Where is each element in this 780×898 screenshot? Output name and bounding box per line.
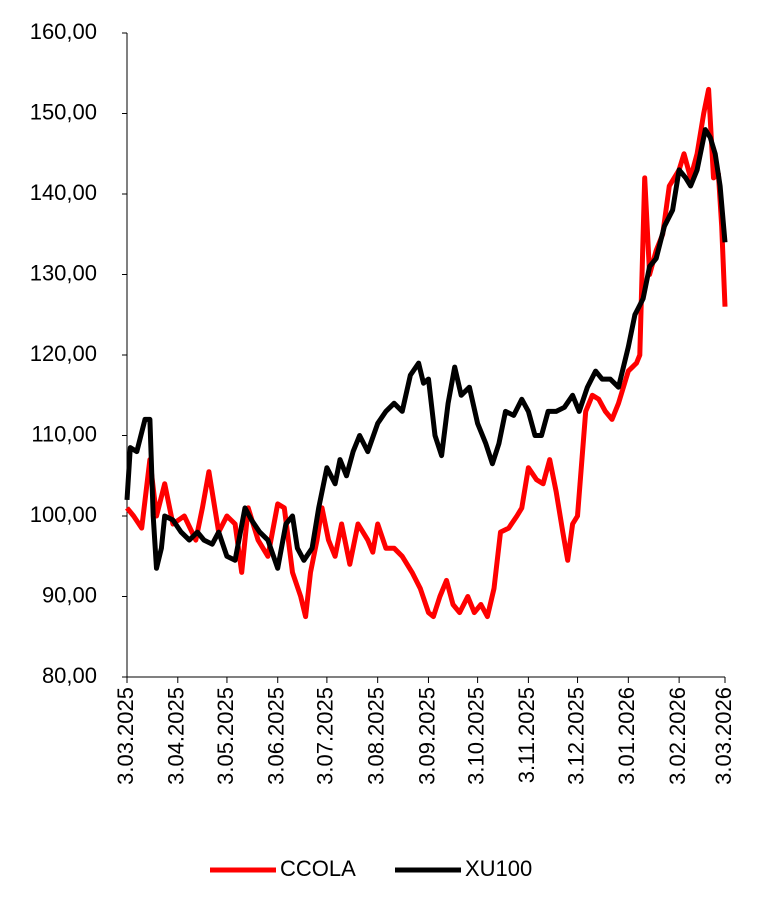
y-tick-label: 110,00 <box>31 421 97 446</box>
series-line <box>124 127 728 571</box>
x-tick-label: 3.04.2025 <box>164 687 189 785</box>
y-tick-label: 120,00 <box>30 341 97 366</box>
y-tick-label: 80,00 <box>42 663 97 688</box>
y-tick-label: 100,00 <box>30 502 97 527</box>
x-tick-label: 3.06.2025 <box>264 687 289 785</box>
x-tick-label: 3.08.2025 <box>363 687 388 785</box>
x-tick-label: 3.01.2026 <box>614 687 639 785</box>
x-tick-label: 3.02.2026 <box>665 687 690 785</box>
series-line <box>125 86 728 620</box>
legend-label: CCOLA <box>280 856 356 881</box>
x-tick-label: 3.05.2025 <box>213 687 238 785</box>
x-tick-label: 3.07.2025 <box>313 687 338 785</box>
x-tick-label: 3.03.2025 <box>113 687 138 785</box>
legend-label: XU100 <box>465 856 532 881</box>
y-tick-label: 140,00 <box>30 180 97 205</box>
x-tick-label: 3.03.2026 <box>711 687 736 785</box>
x-tick-label: 3.10.2025 <box>463 687 488 785</box>
x-tick-label: 3.11.2025 <box>514 687 539 783</box>
y-tick-label: 130,00 <box>30 260 97 285</box>
y-tick-label: 160,00 <box>30 19 97 44</box>
x-tick-label: 3.12.2025 <box>563 687 588 785</box>
x-tick-label: 3.09.2025 <box>414 687 439 785</box>
y-tick-label: 90,00 <box>42 582 97 607</box>
y-tick-label: 150,00 <box>30 99 97 124</box>
